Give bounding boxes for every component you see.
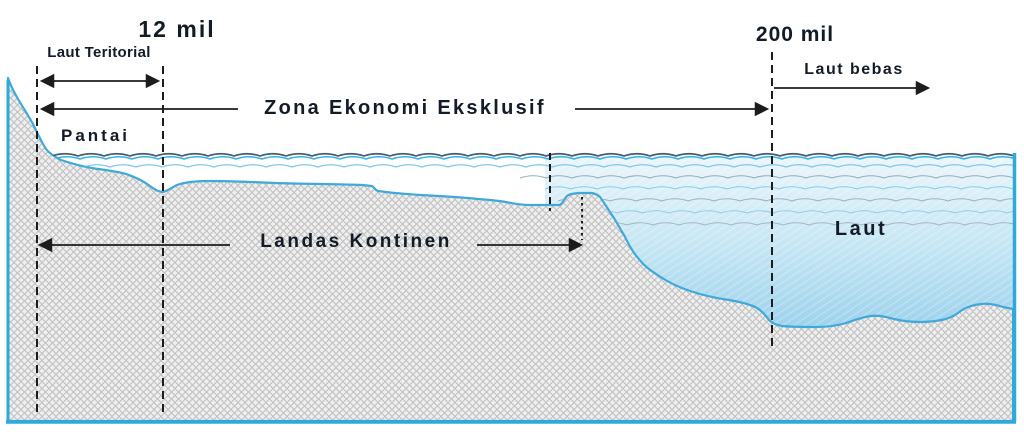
wave-lines-group: [52, 152, 1013, 226]
wave-line: [564, 210, 1013, 214]
label-12-mil: 12 mil: [138, 16, 216, 42]
label-pantai: Pantai: [61, 126, 131, 145]
label-laut: Laut: [834, 218, 888, 240]
wave-line: [52, 152, 1013, 157]
water-hatch-texture: [545, 154, 1013, 327]
wave-line: [519, 175, 1013, 179]
deep-sea-water: [545, 154, 1013, 327]
wave-line: [574, 222, 1013, 226]
wave-line: [544, 186, 1013, 190]
wave-line: [53, 156, 1013, 160]
label-laut-bebas: Laut bebas: [804, 61, 904, 78]
label-landas-kontinen: Landas Kontinen: [260, 231, 452, 252]
diagram-frame: [6, 80, 1017, 424]
label-zona-ekonomi-eksklusif: Zona Ekonomi Eksklusif: [264, 97, 546, 119]
wave-line: [557, 198, 1013, 202]
label-laut-teritorial: Laut Teritorial: [47, 44, 151, 61]
terrain-cross-section: [6, 76, 1015, 423]
label-200-mil: 200 mil: [755, 23, 835, 46]
wave-line: [57, 164, 1013, 168]
